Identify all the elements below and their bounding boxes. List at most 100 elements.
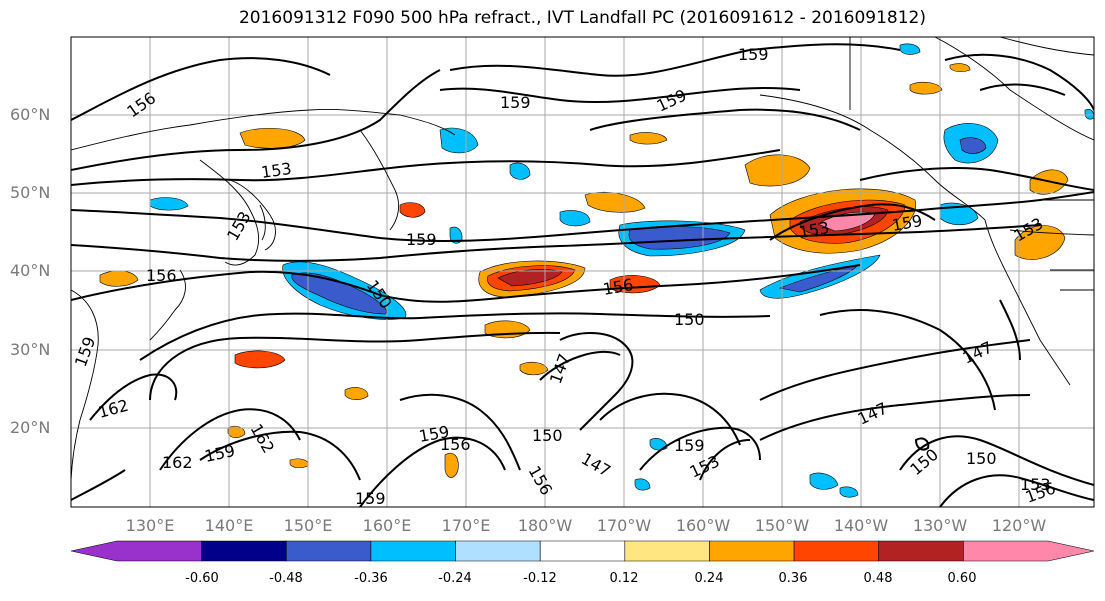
colorbar-tick: 0.60 — [947, 571, 977, 586]
contour-line — [979, 83, 1066, 96]
contour-line — [71, 69, 441, 171]
lon-label: 170°W — [596, 516, 652, 535]
contour-line — [71, 149, 781, 186]
lat-label-40n: 40°N — [10, 261, 51, 280]
colorbar-bin — [70, 540, 202, 562]
colorbar-bin — [201, 540, 287, 562]
contour-label: 159 — [406, 230, 437, 249]
colorbar-tick: 0.12 — [609, 571, 639, 586]
coastline — [149, 269, 186, 341]
coastline — [984, 219, 1071, 386]
lon-label: 160°E — [362, 516, 412, 535]
shading-blob — [839, 486, 859, 498]
shading-blob — [809, 472, 839, 490]
coastline — [1009, 229, 1094, 236]
colorbar-tick: -0.12 — [523, 571, 557, 586]
contour-line — [71, 57, 331, 121]
contour-line — [914, 437, 930, 451]
coastline — [359, 129, 400, 231]
coastlines — [71, 37, 1094, 481]
shading-blob — [227, 425, 246, 438]
lon-label: 150°W — [754, 516, 810, 535]
lat-label-30n: 30°N — [10, 340, 51, 359]
contour-line — [819, 309, 996, 411]
coastline — [759, 94, 986, 221]
lon-label: 120°W — [991, 516, 1047, 535]
shading-blob — [519, 361, 549, 376]
coastline — [71, 109, 456, 151]
contour-line — [899, 435, 1094, 486]
map-title: 2016091312 F090 500 hPa refract., IVT La… — [238, 8, 926, 28]
contour-label: 159 — [355, 489, 386, 508]
colorbar-bin — [709, 540, 795, 562]
contour-line — [639, 426, 761, 471]
shading-blob — [1014, 225, 1066, 260]
lat-label-50n: 50°N — [10, 183, 51, 202]
contour-label: 150 — [674, 310, 705, 329]
shading-blob — [234, 350, 286, 369]
contour-line — [149, 331, 561, 401]
contour-label: 153 — [1020, 475, 1051, 494]
lon-label: 130°E — [125, 516, 175, 535]
graticule — [71, 37, 1094, 507]
shading-blob — [584, 192, 646, 213]
contour-line — [359, 436, 506, 507]
lon-label: 160°W — [675, 516, 731, 535]
colorbar-tick: -0.24 — [438, 571, 472, 586]
lon-label: 180°W — [517, 516, 573, 535]
contour-line — [439, 86, 801, 104]
contour-line — [769, 203, 936, 241]
contour-line — [449, 43, 901, 77]
shading-blob — [289, 458, 309, 469]
colorbar-bin — [878, 540, 964, 562]
lon-label: 150°E — [283, 516, 333, 535]
shading-blob — [649, 438, 668, 451]
contour-line — [599, 392, 741, 446]
coastline — [229, 179, 276, 251]
shading-blob — [439, 127, 479, 154]
lat-label-60n: 60°N — [10, 105, 51, 124]
contour-line — [71, 469, 126, 501]
contour-label: 150 — [532, 426, 563, 445]
shading-blob — [744, 154, 811, 187]
colorbar-tick: -0.36 — [354, 571, 388, 586]
colorbar-bin — [793, 540, 880, 562]
shading-blob — [909, 81, 943, 95]
colorbar-tick: 0.24 — [694, 571, 724, 586]
contour-lines — [71, 43, 1094, 507]
contour-label: 159 — [500, 93, 531, 112]
coastline — [71, 289, 99, 481]
colorbar-bin — [455, 540, 541, 562]
colorbar-tick: 0.48 — [863, 571, 893, 586]
coastline — [999, 37, 1094, 56]
contour-line — [759, 339, 1031, 401]
contour-label: 162 — [162, 453, 193, 472]
shading-blob — [634, 478, 651, 491]
contour-line — [699, 439, 751, 481]
lon-label: 170°E — [441, 516, 491, 535]
contour-line — [399, 393, 521, 471]
shading-blob — [509, 162, 531, 180]
contour-label: 159 — [738, 45, 769, 64]
contour-line — [71, 264, 861, 303]
shading-blob — [344, 387, 369, 400]
shading-blob — [899, 43, 921, 55]
contour-label: 156 — [440, 435, 471, 454]
contour-line — [944, 53, 1094, 111]
colorbar-tick: -0.48 — [269, 571, 303, 586]
coastline — [934, 37, 1094, 141]
colorbar-tick: 0.36 — [778, 571, 808, 586]
contour-label: 159 — [674, 436, 705, 455]
shading-blob — [239, 128, 306, 149]
colorbar-tick: -0.60 — [185, 571, 219, 586]
lat-label-20n: 20°N — [10, 418, 51, 437]
lon-label: 140°E — [204, 516, 254, 535]
colorbar-bin — [624, 540, 710, 562]
map-panel: 159 156 159 159 153 159 156 153 150 153 … — [71, 37, 1094, 508]
shading-blob — [444, 452, 459, 478]
map-frame — [70, 36, 1095, 508]
contour-line — [589, 108, 861, 131]
shading-blob — [559, 210, 591, 227]
colorbar-bin — [963, 540, 1095, 562]
